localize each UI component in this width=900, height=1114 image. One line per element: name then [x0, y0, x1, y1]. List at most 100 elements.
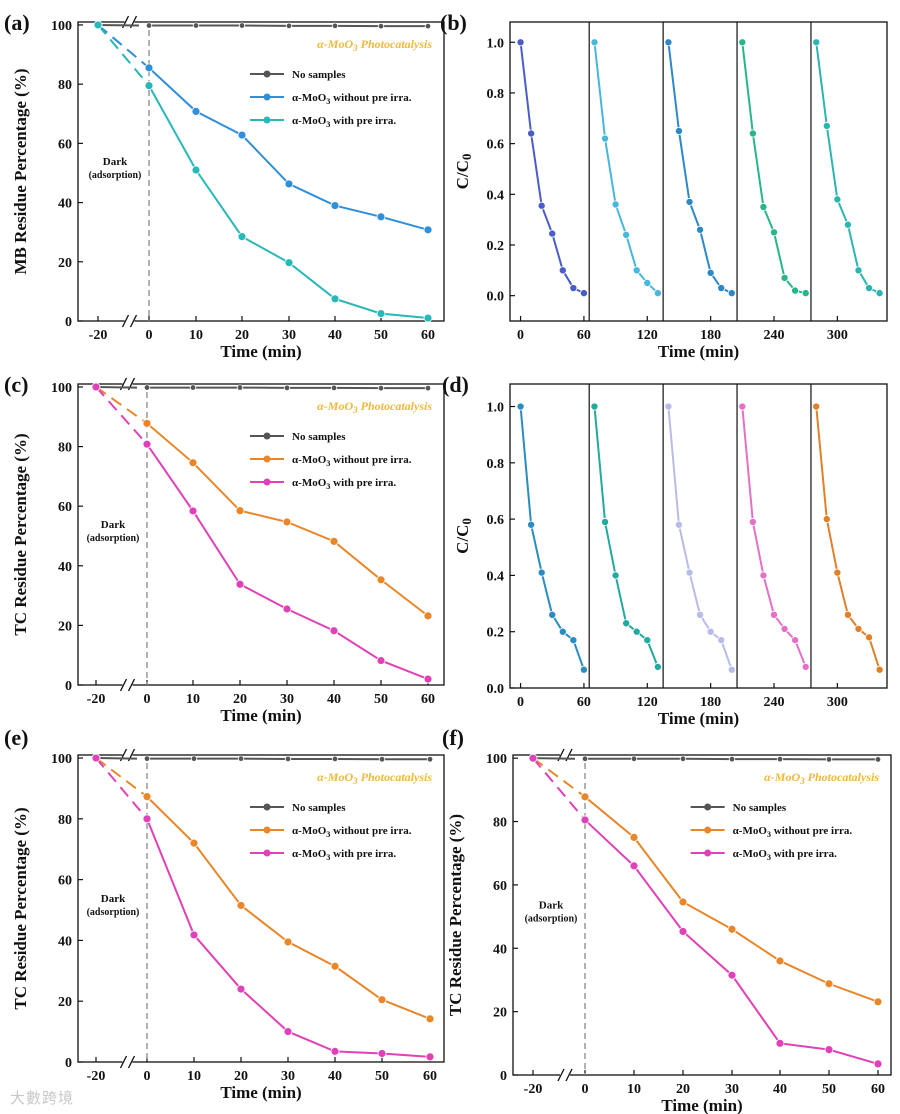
data-point: [377, 384, 385, 392]
data-point: [238, 22, 246, 29]
x-tick-label: 180: [700, 328, 721, 343]
data-point: [748, 129, 757, 138]
data-point: [548, 610, 557, 619]
y-tick-label: 60: [493, 879, 507, 894]
series-break-link: [95, 386, 148, 425]
x-tick-label: 0: [517, 695, 524, 710]
legend-swatch-marker: [704, 826, 712, 834]
x-tick-label: 20: [235, 328, 249, 343]
series-break-link: [97, 24, 150, 69]
y-tick-label: 80: [58, 813, 72, 828]
series-break-link: [95, 757, 138, 760]
data-point: [632, 627, 641, 636]
axis-break-gap: [560, 1071, 570, 1079]
series-break-link: [532, 757, 586, 798]
data-point: [235, 506, 245, 516]
data-point: [727, 924, 737, 934]
data-point: [579, 289, 588, 298]
axis-break-gap: [122, 1058, 133, 1066]
y-tick-label: 0.0: [487, 682, 505, 697]
cycle-line: [741, 42, 806, 295]
x-tick-label: 60: [423, 1069, 437, 1084]
data-point: [558, 627, 567, 636]
cycle-line: [667, 406, 733, 671]
axis-break-mark: [119, 1055, 128, 1069]
y-tick-label: 20: [58, 619, 72, 634]
data-point: [791, 286, 800, 295]
legend-entry-label: α-MoO3 with pre irra.: [292, 115, 396, 129]
data-point: [377, 1049, 387, 1058]
cycle-line: [519, 406, 585, 671]
data-point: [822, 515, 831, 524]
x-tick-label: 10: [189, 328, 203, 343]
y-tick-label: 20: [58, 256, 72, 271]
series-break-link: [532, 757, 576, 760]
cycle-line: [519, 42, 585, 295]
y-axis-label: C/C0: [453, 154, 474, 190]
y-tick-label: 0.4: [487, 569, 505, 584]
data-point: [284, 179, 294, 189]
data-point: [284, 258, 294, 268]
x-axis-label: Time (min): [220, 342, 301, 361]
legend-entry-label: α-MoO3 without pre irra.: [292, 92, 412, 106]
x-tick-label: 40: [328, 328, 342, 343]
data-point: [192, 22, 200, 29]
data-point: [527, 520, 536, 529]
data-point: [775, 956, 785, 966]
data-point: [678, 897, 688, 907]
x-tick-label: 40: [328, 1069, 342, 1084]
legend-swatch-marker: [263, 70, 271, 78]
y-tick-label: 80: [58, 441, 72, 456]
axis-break-gap: [560, 751, 570, 759]
data-point: [423, 313, 433, 323]
data-point: [643, 636, 652, 645]
data-point: [580, 815, 590, 825]
axes-frame: [509, 21, 888, 322]
data-point: [685, 568, 694, 577]
data-point: [537, 568, 546, 577]
axes-frame: [77, 383, 445, 686]
data-point: [854, 624, 863, 633]
data-point: [188, 506, 198, 516]
y-axis-label: TC Residue Percentage (%): [11, 433, 30, 635]
y-tick-label: 1.0: [487, 401, 505, 416]
data-point: [569, 284, 578, 293]
x-tick-label: 0: [517, 328, 524, 343]
x-tick-label: 10: [187, 1069, 201, 1084]
annotation-dark: Dark: [539, 900, 564, 912]
y-tick-label: 100: [486, 752, 507, 767]
data-point: [775, 1038, 785, 1048]
data-point: [236, 901, 246, 910]
axis-break-mark: [119, 678, 128, 692]
data-point: [569, 636, 578, 645]
data-point: [874, 756, 882, 763]
data-point: [748, 517, 757, 526]
series-break-link: [95, 757, 148, 820]
data-point: [696, 610, 705, 619]
data-point: [283, 384, 291, 392]
chart-title: α-MoO3 Photocatalysis: [317, 770, 432, 786]
legend-swatch-marker: [263, 432, 271, 440]
cycle-line: [593, 406, 659, 668]
y-tick-label: 60: [58, 500, 72, 515]
series-break-link: [97, 24, 150, 87]
data-point: [144, 63, 154, 73]
data-point: [696, 225, 705, 234]
data-point: [770, 228, 779, 237]
legend-entry-label: α-MoO3 without pre irra.: [733, 825, 853, 839]
x-tick-label: 0: [144, 692, 151, 707]
data-point: [706, 627, 715, 636]
legend-swatch-marker: [263, 93, 271, 101]
data-point: [653, 289, 662, 298]
x-tick-label: 0: [144, 1069, 151, 1084]
y-tick-label: 0.0: [487, 290, 505, 305]
data-point: [706, 268, 715, 277]
data-point: [142, 418, 152, 428]
y-tick-label: 40: [58, 934, 72, 949]
axis-break-mark: [121, 314, 130, 328]
data-point: [629, 861, 639, 871]
annotation-dark: Dark: [101, 519, 126, 531]
x-tick-label: -20: [87, 1069, 106, 1084]
